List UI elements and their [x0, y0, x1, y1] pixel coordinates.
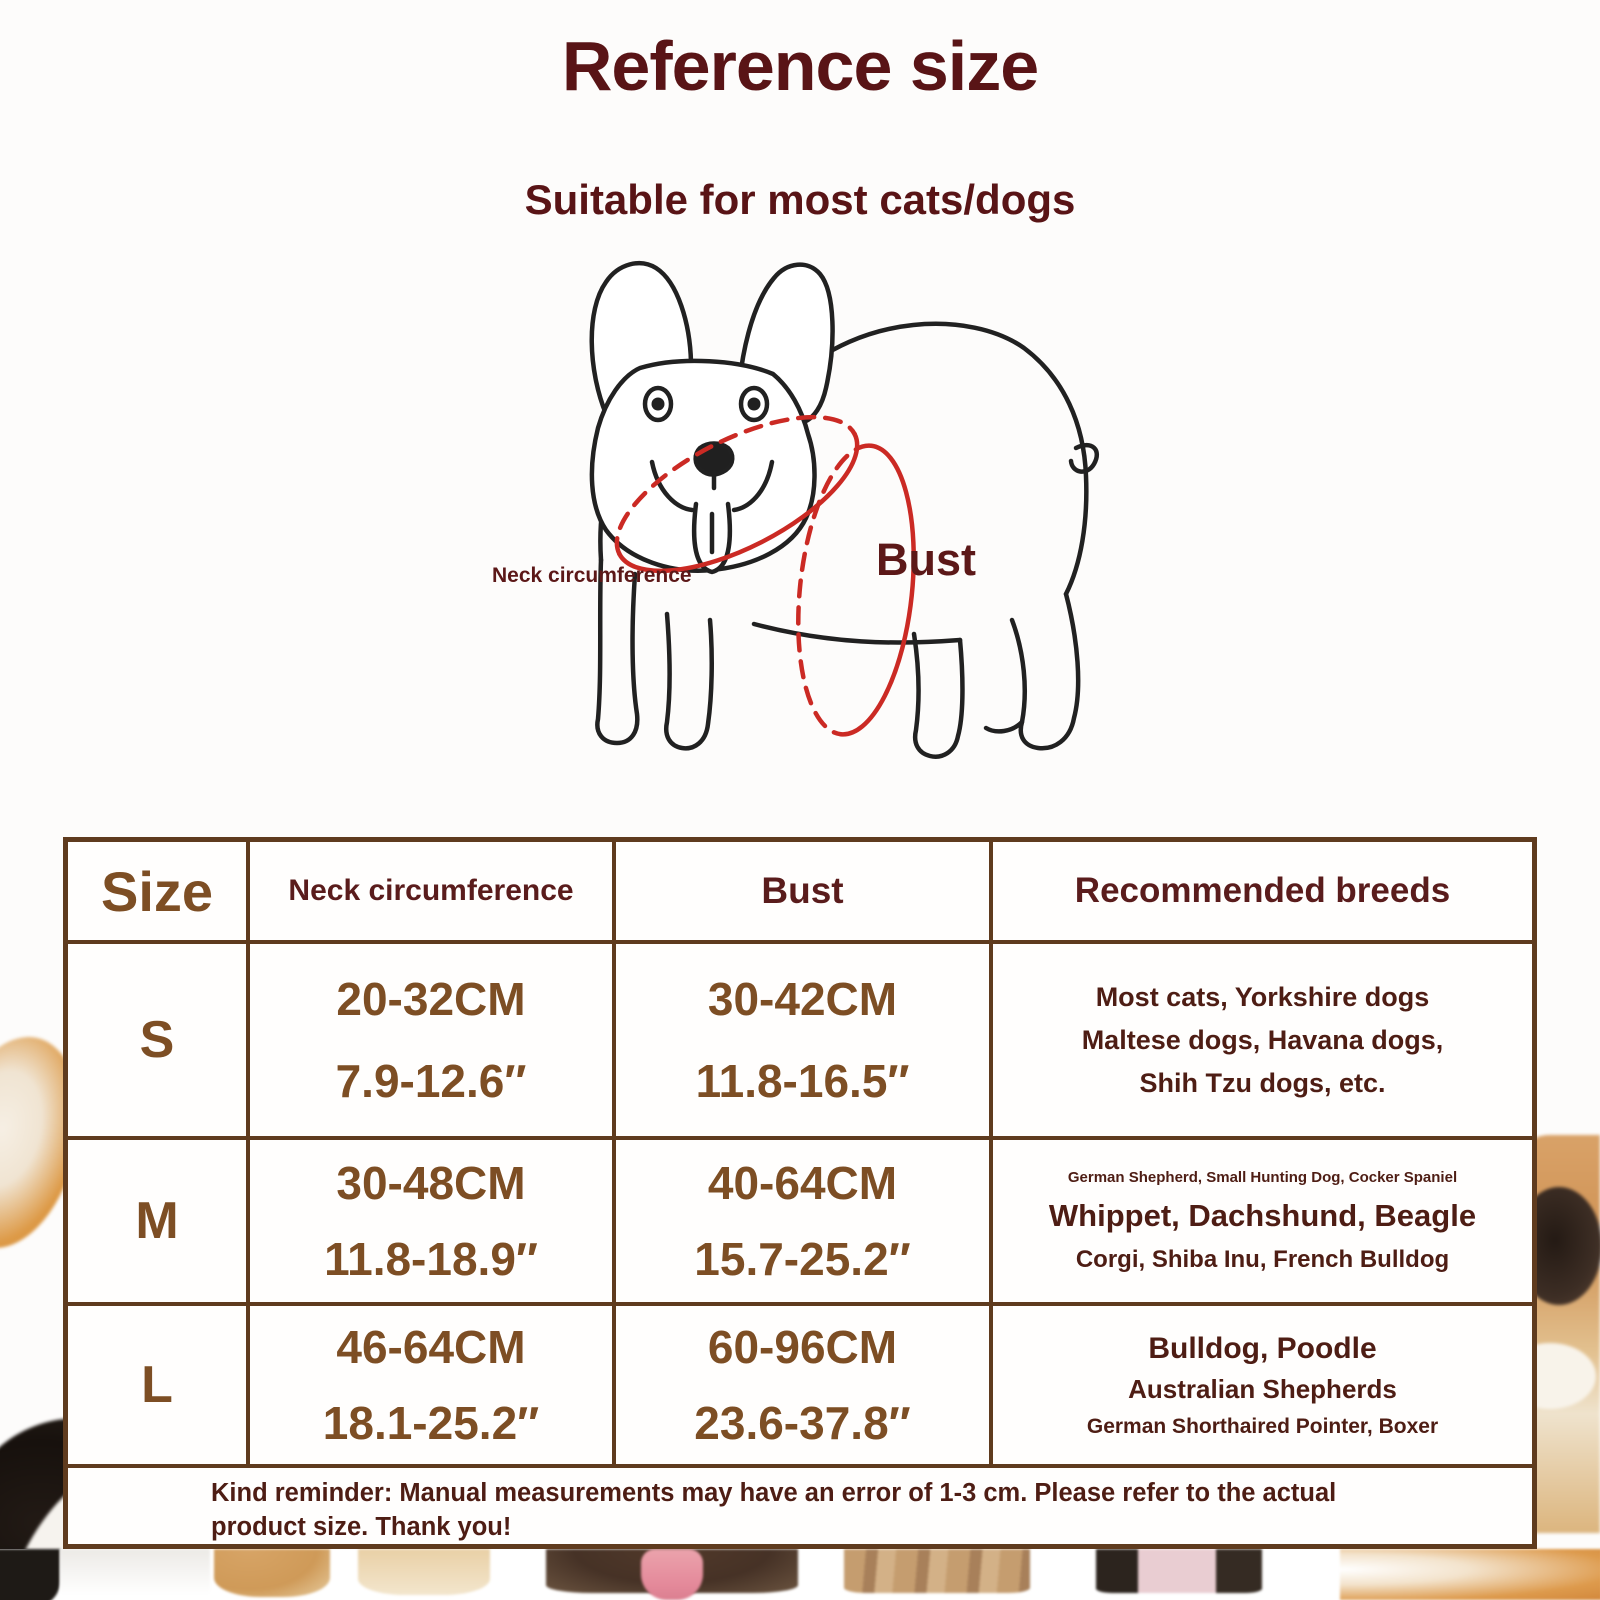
- s-neck-inch: 7.9-12.6″: [335, 1055, 527, 1107]
- pink-nose-patch: [1096, 1549, 1262, 1593]
- dog-measurement-diagram: Neck circumference Bust: [492, 252, 1100, 792]
- s-neck-cm: 20-32CM: [336, 973, 526, 1025]
- l-breeds-line: Australian Shepherds: [1128, 1373, 1397, 1404]
- l-bust-inch: 23.6-37.8″: [694, 1397, 911, 1449]
- l-breeds-line: German Shorthaired Pointer, Boxer: [1086, 1414, 1439, 1438]
- s-breeds-line: Shih Tzu dogs, etc.: [1139, 1067, 1386, 1098]
- s-bust-cm: 30-42CM: [707, 973, 898, 1025]
- neck-circumference-label: Neck circumference: [492, 564, 692, 587]
- m-breeds-line: German Shepherd, Small Hunting Dog, Cock…: [1067, 1168, 1458, 1186]
- m-breeds-line: Corgi, Shiba Inu, French Bulldog: [1075, 1245, 1450, 1273]
- l-neck-cm: 46-64CM: [336, 1321, 526, 1373]
- header-recommended-breeds: Recommended breeds: [1074, 871, 1451, 910]
- orange-cat-fur-patch: [1340, 1549, 1600, 1600]
- s-bust-inch: 11.8-16.5″: [695, 1055, 910, 1107]
- bottom-photo-strip: [0, 1549, 1600, 1600]
- header-neck-circumference: Neck circumference: [250, 842, 616, 940]
- tabby-fur-patch: [844, 1549, 1030, 1593]
- header-bust: Bust: [616, 842, 993, 940]
- table-note-row: Kind reminder: Manual measurements may h…: [68, 1464, 1532, 1544]
- table-row-size-s: S 20-32CM 7.9-12.6″ 30-42CM 11.8-16.5″ M…: [68, 940, 1532, 1136]
- page-subtitle: Suitable for most cats/dogs: [524, 176, 1076, 223]
- m-neck-cm: 30-48CM: [336, 1157, 526, 1209]
- tan-paws-patch: [214, 1549, 330, 1597]
- m-neck-inch: 11.8-18.9″: [324, 1233, 538, 1285]
- l-neck-inch: 18.1-25.2″: [322, 1397, 540, 1449]
- neck-measure-ellipse: [614, 414, 860, 574]
- l-bust-cm: 60-96CM: [707, 1321, 898, 1373]
- kind-reminder-note: Kind reminder: Manual measurements may h…: [211, 1479, 1337, 1542]
- bust-measure-ellipse: [796, 443, 916, 737]
- page-title: Reference size: [561, 27, 1039, 105]
- m-bust-cm: 40-64CM: [707, 1157, 898, 1209]
- size-table: Size Neck circumference Bust Recommended…: [63, 837, 1537, 1549]
- light-paw-patch: [358, 1549, 490, 1595]
- table-header-row: Size Neck circumference Bust Recommended…: [68, 842, 1532, 940]
- m-bust-inch: 15.7-25.2″: [694, 1233, 911, 1285]
- m-breeds-line: Whippet, Dachshund, Beagle: [1048, 1197, 1477, 1233]
- table-row-size-m: M 30-48CM 11.8-18.9″ 40-64CM 15.7-25.2″ …: [68, 1136, 1532, 1302]
- pink-tongue: [641, 1549, 703, 1600]
- l-breeds-line: Bulldog, Poodle: [1148, 1331, 1377, 1365]
- s-breeds-line: Maltese dogs, Havana dogs,: [1081, 1024, 1444, 1055]
- header-size: Size: [68, 842, 250, 940]
- size-s-label: S: [139, 1011, 175, 1069]
- size-m-label: M: [135, 1192, 179, 1250]
- black-fur-patch: [0, 1549, 60, 1600]
- s-breeds-line: Most cats, Yorkshire dogs: [1095, 981, 1430, 1012]
- white-fur-patch: [60, 1549, 210, 1595]
- french-bulldog-line-drawing: [589, 261, 1100, 759]
- size-l-label: L: [141, 1356, 173, 1414]
- table-row-size-l: L 46-64CM 18.1-25.2″ 60-96CM 23.6-37.8″ …: [68, 1302, 1532, 1464]
- bust-label: Bust: [876, 534, 976, 585]
